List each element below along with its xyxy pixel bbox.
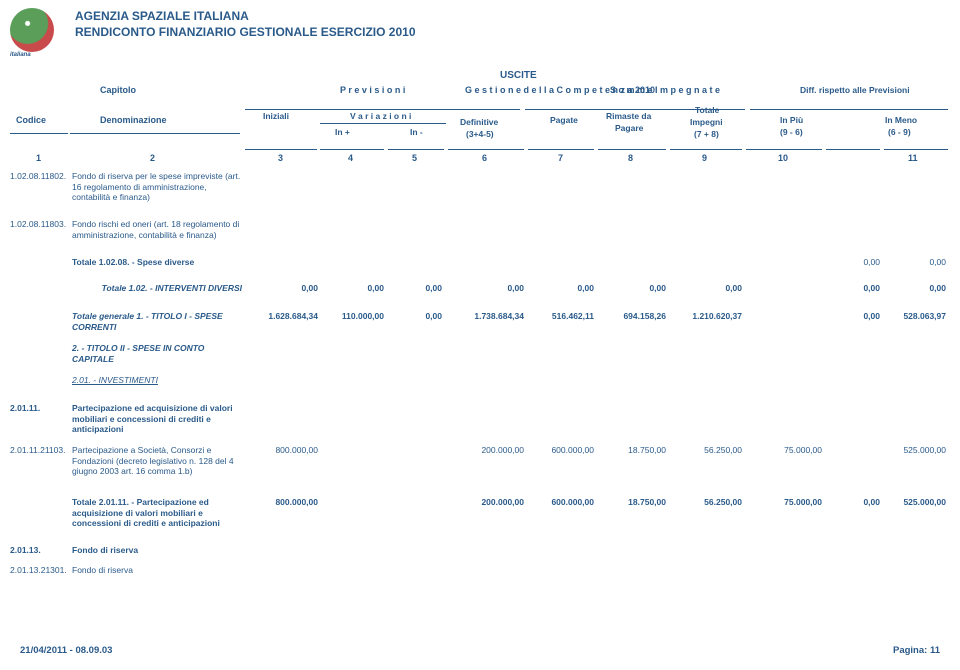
h-definitive: Definitive (460, 117, 498, 127)
coln-1: 1 (36, 153, 41, 163)
cell-val: 18.750,00 (596, 445, 666, 455)
cell-val: 525.000,00 (882, 445, 946, 455)
h-inmeno2: (6 - 9) (888, 127, 911, 137)
h-definitive2: (3+4-5) (466, 129, 494, 139)
cell-val: 528.063,97 (882, 311, 946, 321)
cell-val: 600.000,00 (526, 445, 594, 455)
h-previsioni: P r e v i s i o n i (340, 85, 405, 95)
logo-sub: italiana (10, 52, 31, 58)
coln-10: 10 (778, 153, 788, 163)
cell-val: 75.000,00 (744, 445, 822, 455)
cell-desc: Totale 1.02.08. - Spese diverse (72, 257, 242, 268)
cell-val: 200.000,00 (444, 497, 524, 507)
h-totale: Totale (695, 105, 719, 115)
cell-val: 516.462,11 (526, 311, 594, 321)
cell-val: 0,00 (526, 283, 594, 293)
cell-val: 0,00 (882, 283, 946, 293)
cell-val: 600.000,00 (526, 497, 594, 507)
h-pagate: Pagate (550, 115, 578, 125)
h-pagare: Pagare (615, 123, 643, 133)
cell-val: 56.250,00 (668, 445, 742, 455)
cell-val: 18.750,00 (596, 497, 666, 507)
cell-val: 0,00 (320, 283, 384, 293)
coln-4: 4 (348, 153, 353, 163)
cell-code: 2.01.13. (10, 545, 70, 555)
cell-val: 0,00 (596, 283, 666, 293)
header-titles: AGENZIA SPAZIALE ITALIANA RENDICONTO FIN… (75, 8, 416, 40)
h-inplus: In + (335, 127, 350, 137)
logo: italiana (10, 8, 65, 56)
footer-page: Pagina: 11 (893, 645, 940, 656)
h-capitolo: Capitolo (100, 85, 136, 95)
logo-icon (10, 8, 54, 52)
cell-desc: Fondo di riserva (72, 565, 242, 576)
cell-val: 0,00 (824, 283, 880, 293)
cell-val: 0,00 (824, 497, 880, 507)
cell-desc: Fondo rischi ed oneri (art. 18 regolamen… (72, 219, 242, 240)
cell-val: 0,00 (668, 283, 742, 293)
cell-val: 0,00 (244, 283, 318, 293)
h-inpiu2: (9 - 6) (780, 127, 803, 137)
cell-val: 1.738.684,34 (444, 311, 524, 321)
h-inmeno: In Meno (885, 115, 917, 125)
cell-val: 56.250,00 (668, 497, 742, 507)
cell-code: 1.02.08.11802. (10, 171, 70, 181)
cell-val: 1.210.620,37 (668, 311, 742, 321)
h-diff: Diff. rispetto alle Previsioni (800, 85, 910, 95)
cell-val: 200.000,00 (444, 445, 524, 455)
h-iniziali: Iniziali (263, 111, 289, 121)
cell-desc: Totale 2.01.11. - Partecipazione ed acqu… (72, 497, 242, 529)
h-codice: Codice (16, 115, 46, 125)
section-uscite: USCITE (500, 70, 537, 81)
cell-desc: Partecipazione ed acquisizione di valori… (72, 403, 242, 435)
cell-desc: 2.01. - INVESTIMENTI (72, 375, 242, 386)
cell-code: 1.02.08.11803. (10, 219, 70, 229)
cell-val: 1.628.684,34 (244, 311, 318, 321)
cell-code: 2.01.13.21301. (10, 565, 70, 575)
cell-val: 0,00 (882, 257, 946, 267)
cell-code: 2.01.11. (10, 403, 70, 413)
cell-desc: Totale 1.02. - INTERVENTI DIVERSI (72, 283, 242, 294)
coln-5: 5 (412, 153, 417, 163)
cell-desc: Fondo di riserva (72, 545, 242, 556)
coln-6: 6 (482, 153, 487, 163)
cell-val: 800.000,00 (244, 445, 318, 455)
h-denom: Denominazione (100, 115, 167, 125)
coln-3: 3 (278, 153, 283, 163)
cell-val: 0,00 (824, 257, 880, 267)
footer-timestamp: 21/04/2011 - 08.09.03 (20, 645, 112, 656)
h-inpiu: In Più (780, 115, 803, 125)
cell-val: 0,00 (386, 311, 442, 321)
coln-11: 11 (908, 153, 918, 163)
cell-desc: 2. - TITOLO II - SPESE IN CONTO CAPITALE (72, 343, 242, 364)
cell-desc: Partecipazione a Società, Consorzi e Fon… (72, 445, 242, 477)
cell-val: 525.000,00 (882, 497, 946, 507)
h-variazioni: V a r i a z i o n i (350, 111, 411, 121)
h-impegni: Impegni (690, 117, 723, 127)
coln-9: 9 (702, 153, 707, 163)
cell-val: 0,00 (824, 311, 880, 321)
h-somme: S o m m e I m p e g n a t e (610, 85, 720, 95)
cell-val: 694.158,26 (596, 311, 666, 321)
org-name: AGENZIA SPAZIALE ITALIANA (75, 8, 416, 24)
cell-desc: Fondo di riserva per le spese impreviste… (72, 171, 242, 203)
coln-2: 2 (150, 153, 155, 163)
cell-val: 800.000,00 (244, 497, 318, 507)
h-inminus: In - (410, 127, 423, 137)
cell-val: 0,00 (386, 283, 442, 293)
cell-val: 110.000,00 (320, 311, 384, 321)
cell-val: 0,00 (444, 283, 524, 293)
cell-code: 2.01.11.21103. (10, 445, 70, 455)
coln-7: 7 (558, 153, 563, 163)
report-title: RENDICONTO FINANZIARIO GESTIONALE ESERCI… (75, 24, 416, 40)
coln-8: 8 (628, 153, 633, 163)
h-rimaste: Rimaste da (606, 111, 651, 121)
h-impegni2: (7 + 8) (694, 129, 719, 139)
cell-val: 75.000,00 (744, 497, 822, 507)
cell-desc: Totale generale 1. - TITOLO I - SPESE CO… (72, 311, 242, 332)
